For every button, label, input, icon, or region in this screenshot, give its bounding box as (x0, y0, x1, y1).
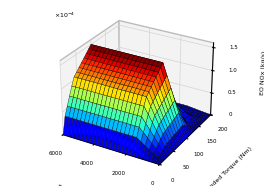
Y-axis label: Commanded Torque (Nm): Commanded Torque (Nm) (192, 146, 253, 186)
Text: $\times10^{-4}$: $\times10^{-4}$ (54, 11, 75, 20)
X-axis label: Engine Speed (RPM): Engine Speed (RPM) (57, 185, 119, 186)
